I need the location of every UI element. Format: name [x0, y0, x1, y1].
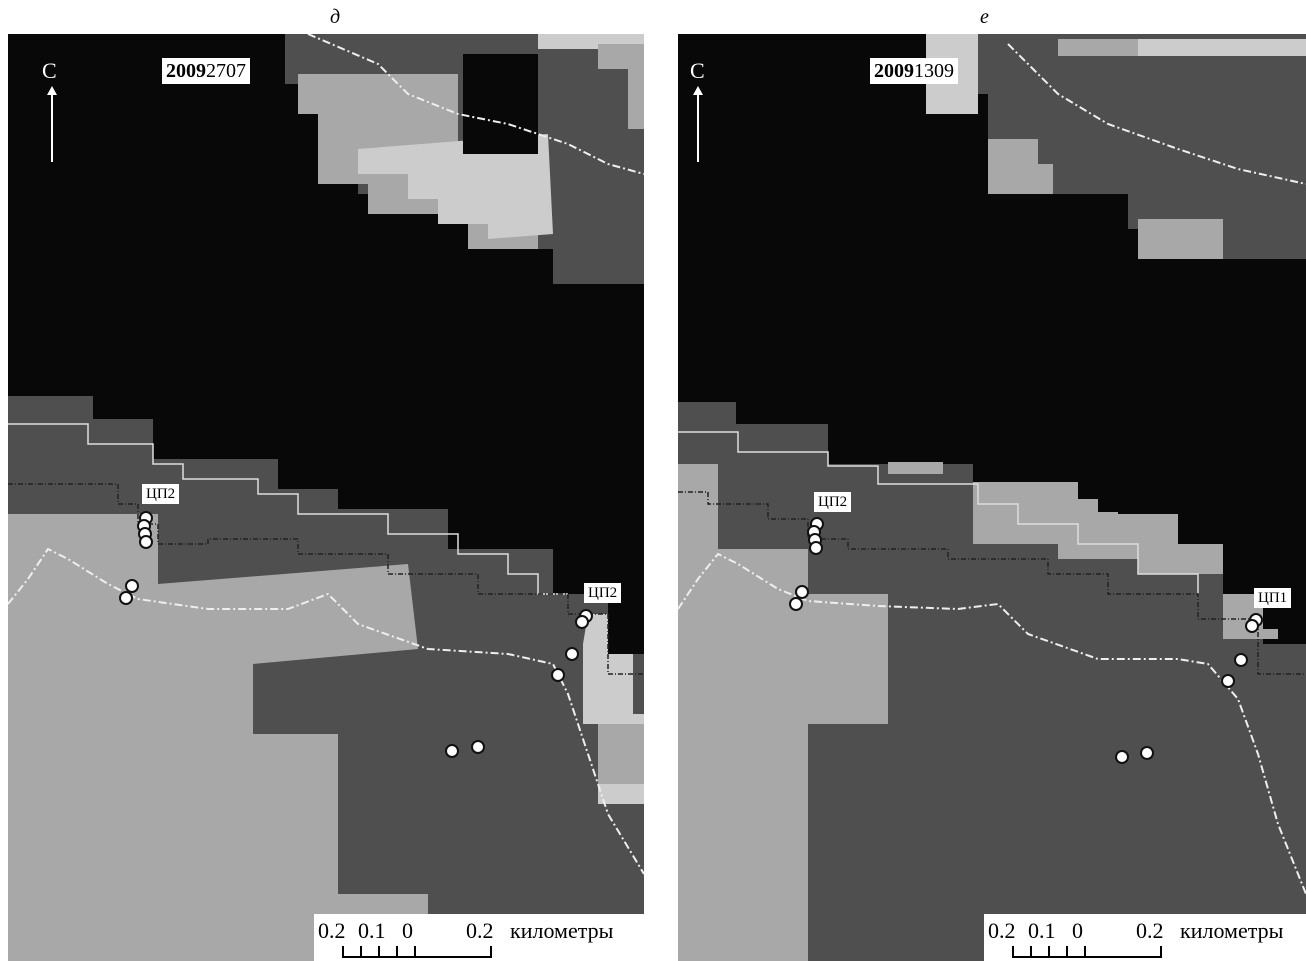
scale-unit-d: километры [510, 918, 614, 943]
cp-label-e-1: ЦП2 [814, 492, 852, 512]
scale-value-e-1: 0.2 [988, 918, 1016, 943]
map-image-d [8, 34, 644, 961]
date-day-d: 2707 [206, 60, 246, 82]
panel-letter-e: е [980, 6, 989, 28]
date-year-d: 2009 [166, 60, 206, 82]
date-label-d: 20092707 [162, 58, 250, 84]
map-panel-d: С 20092707 ЦП2 ЦП2 0.2 0.1 0 0.2 километ… [8, 34, 644, 961]
cp-label-e-2: ЦП1 [1254, 588, 1292, 608]
north-label-d: С [42, 58, 57, 83]
date-day-e: 1309 [914, 60, 954, 82]
scale-value-e-2: 0.1 [1028, 918, 1056, 943]
cp-label-d-2: ЦП2 [584, 583, 622, 603]
scale-value-d-3: 0 [402, 918, 413, 943]
well-markers-d [119, 511, 593, 758]
scale-unit-e: километры [1180, 918, 1284, 943]
date-year-e: 2009 [874, 60, 914, 82]
north-label-e: С [690, 58, 705, 83]
scale-bar-d: 0.2 0.1 0 0.2 километры [314, 914, 644, 961]
scale-value-d-4: 0.2 [466, 918, 494, 943]
date-label-e: 20091309 [870, 58, 958, 84]
scale-value-d-2: 0.1 [358, 918, 386, 943]
map-image-e [678, 34, 1306, 961]
scale-value-d-1: 0.2 [318, 918, 346, 943]
scale-bar-e: 0.2 0.1 0 0.2 километры [984, 914, 1306, 961]
north-arrow-icon [47, 86, 57, 162]
scale-value-e-3: 0 [1072, 918, 1083, 943]
panel-letter-d: д [330, 6, 341, 28]
north-arrow-icon [693, 86, 703, 162]
scale-value-e-4: 0.2 [1136, 918, 1164, 943]
well-markers-e [789, 517, 1263, 764]
map-panel-e: С 20091309 ЦП2 ЦП1 0.2 0.1 0 0.2 километ… [678, 34, 1306, 961]
cp-label-d-1: ЦП2 [142, 484, 180, 504]
